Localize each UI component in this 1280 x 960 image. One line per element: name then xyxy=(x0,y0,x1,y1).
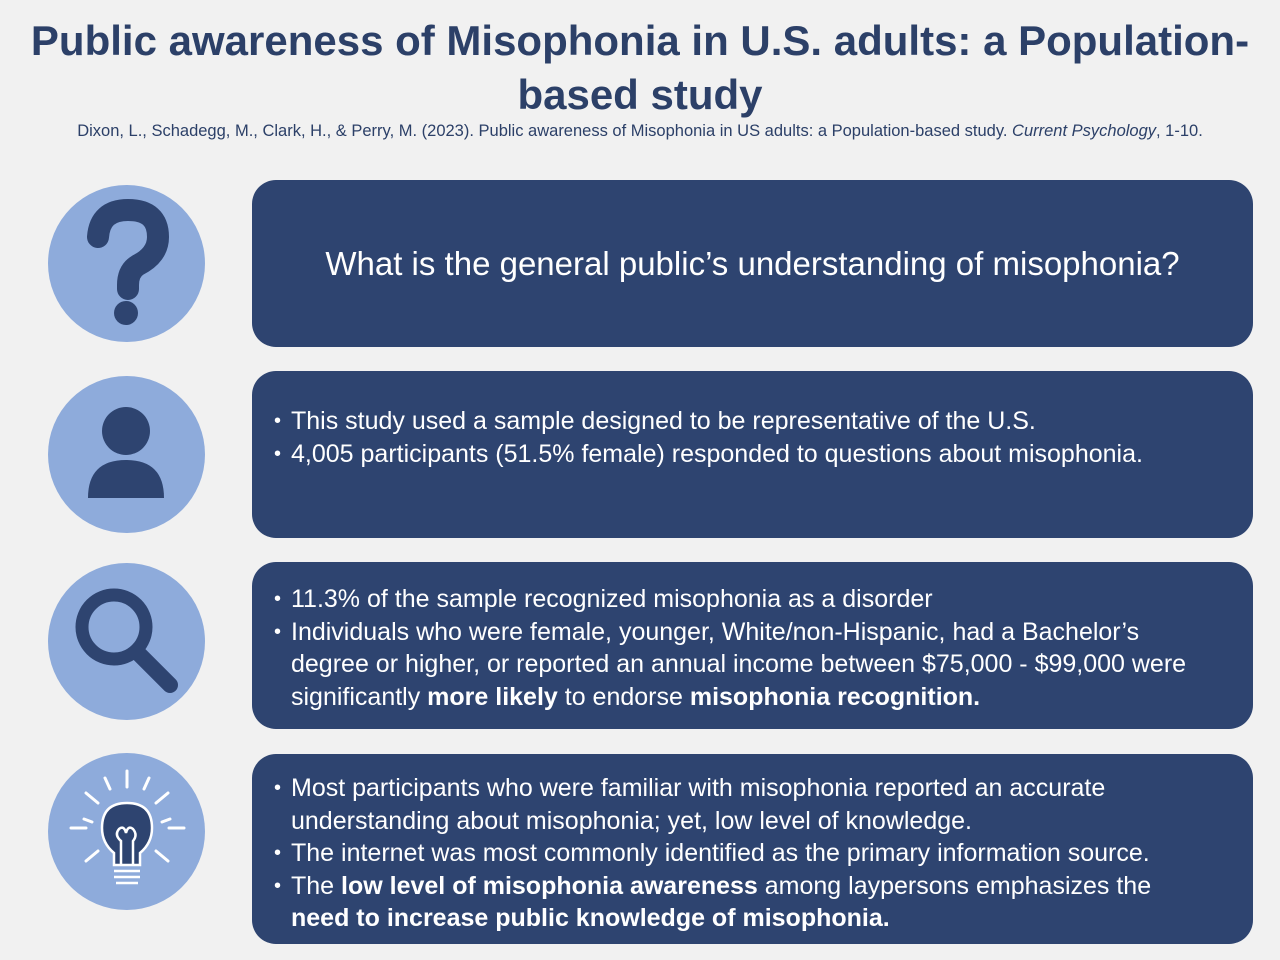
findings-box: 11.3% of the sample recognized misophoni… xyxy=(252,562,1253,729)
list-item: 11.3% of the sample recognized misophoni… xyxy=(274,583,1213,616)
research-question-box: What is the general public’s understandi… xyxy=(252,180,1253,347)
list-item: Individuals who were female, younger, Wh… xyxy=(274,616,1213,714)
list-item: Most participants who were familiar with… xyxy=(274,772,1213,837)
journal: Current Psychology xyxy=(1012,122,1157,140)
sample-box: This study used a sample designed to be … xyxy=(252,371,1253,538)
list-item: This study used a sample designed to be … xyxy=(274,405,1213,438)
lightbulb-icon xyxy=(48,753,205,910)
magnifying-glass-icon xyxy=(48,563,205,720)
question-mark-icon xyxy=(48,185,205,342)
person-icon xyxy=(48,376,205,533)
list-item: The low level of misophonia awareness am… xyxy=(274,870,1213,935)
page-title: Public awareness of Misophonia in U.S. a… xyxy=(30,17,1250,118)
list-item: 4,005 participants (51.5% female) respon… xyxy=(274,438,1213,471)
list-item: The internet was most commonly identifie… xyxy=(274,837,1213,870)
citation: Dixon, L., Schadegg, M., Clark, H., & Pe… xyxy=(77,122,1203,140)
conclusions-box: Most participants who were familiar with… xyxy=(252,754,1253,944)
